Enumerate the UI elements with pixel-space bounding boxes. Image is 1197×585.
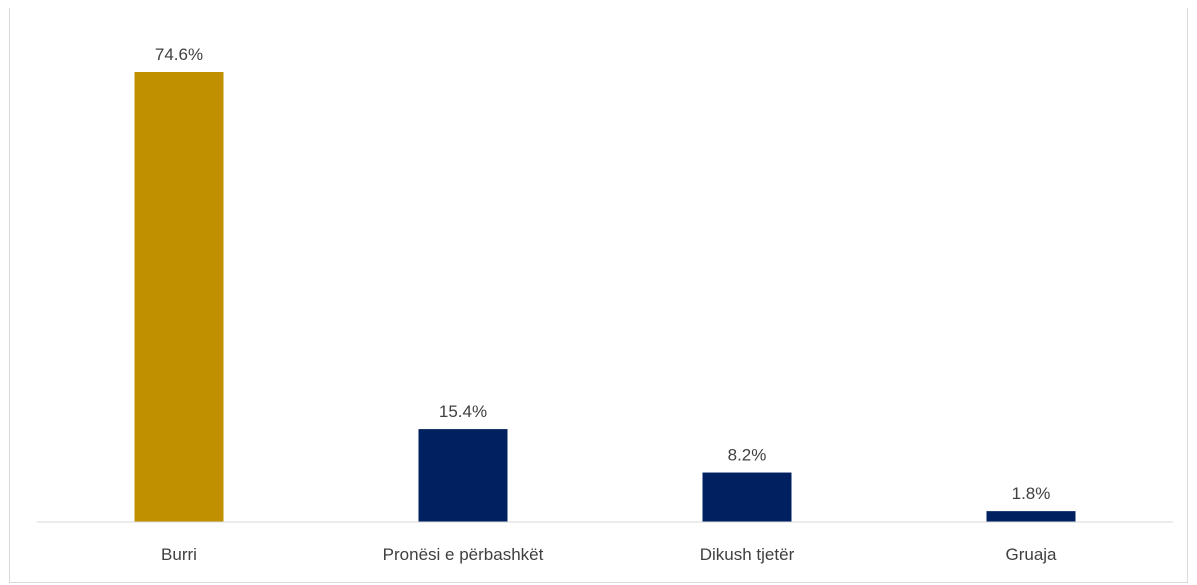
bar-pronesi-e-perbashket: [418, 429, 508, 522]
category-label-dikush-tjeter: Dikush tjetër: [700, 545, 795, 564]
category-label-gruaja: Gruaja: [1005, 545, 1057, 564]
category-label-burri: Burri: [161, 545, 197, 564]
data-label-gruaja: 1.8%: [1012, 484, 1051, 503]
bar-gruaja: [986, 511, 1076, 522]
chart-border: [9, 8, 1188, 583]
bar-dikush-tjeter: [702, 472, 792, 522]
data-label-dikush-tjeter: 8.2%: [728, 446, 767, 465]
bar-group: [134, 72, 1076, 522]
category-label-pronesi-e-perbashket: Pronësi e përbashkët: [383, 545, 544, 564]
label-group: 74.6% Burri 15.4% Pronësi e përbashkët 8.2% D…: [155, 45, 1057, 564]
bar-burri: [134, 72, 224, 522]
data-label-pronesi-e-perbashket: 15.4%: [439, 402, 487, 421]
data-label-burri: 74.6%: [155, 45, 203, 64]
